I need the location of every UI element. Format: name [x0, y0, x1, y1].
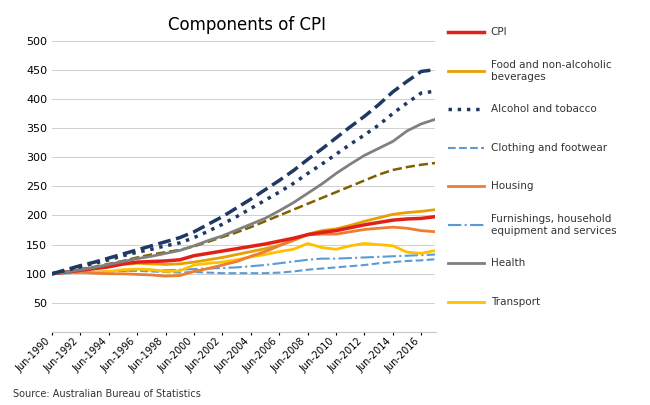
Text: Food and non-alcoholic
beverages: Food and non-alcoholic beverages	[491, 60, 612, 82]
Text: Components of CPI: Components of CPI	[168, 16, 326, 34]
Text: Transport: Transport	[491, 297, 540, 307]
Text: Housing: Housing	[491, 181, 533, 191]
Text: CPI: CPI	[491, 28, 508, 37]
Text: Clothing and footwear: Clothing and footwear	[491, 143, 607, 153]
Text: Source: Australian Bureau of Statistics: Source: Australian Bureau of Statistics	[13, 389, 201, 399]
Text: Alcohol and tobacco: Alcohol and tobacco	[491, 104, 597, 114]
Text: Health: Health	[491, 258, 525, 268]
Text: Furnishings, household
equipment and services: Furnishings, household equipment and ser…	[491, 214, 616, 236]
